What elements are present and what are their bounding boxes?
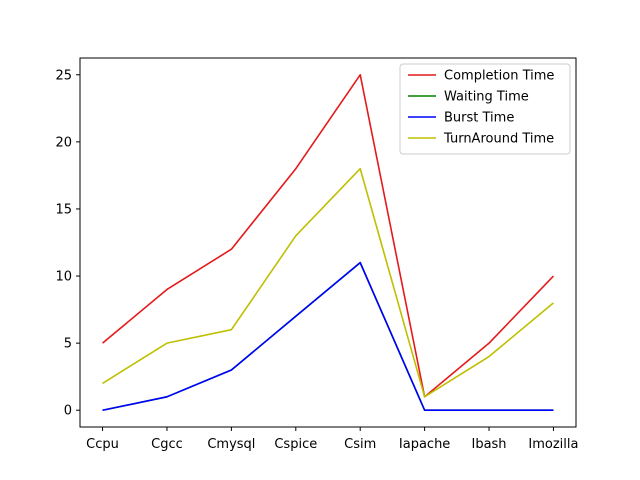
x-tick-label: Csim [344,437,376,452]
x-tick-label: Cgcc [151,437,183,452]
series-layer [102,73,555,412]
legend-label: Burst Time [444,111,514,126]
series-line-completion-time [102,73,555,398]
y-tick-label: 20 [55,135,72,150]
y-axis: 0 5 10 15 20 25 [55,68,80,419]
x-tick-label: Iapache [399,437,450,452]
y-tick-label: 5 [64,337,72,352]
series-line-burst-time [102,261,554,412]
legend-label: Completion Time [444,69,554,84]
x-tick-label: Ccpu [86,437,119,452]
y-tick-label: 10 [55,270,72,285]
legend-label: Waiting Time [444,90,529,105]
x-tick-label: Ibash [471,437,506,452]
legend-box [399,63,571,155]
x-axis: Ccpu Cgcc Cmysql Cspice Csim Iapache Ibash Imoz… [86,427,578,452]
plot-area-frame [79,57,577,428]
legend: Completion Time Waiting Time Burst Time Tur… [399,63,571,155]
series-line-turnaround-time [102,167,554,398]
y-tick-label: 25 [55,68,72,83]
y-tick-label: 15 [55,202,72,217]
y-tick-label: 0 [64,404,72,419]
x-tick-label: Cmysql [207,437,255,452]
legend-label: TurnAround Time [443,132,554,147]
x-tick-label: Imozilla [528,437,578,452]
x-tick-label: Cspice [274,437,317,452]
